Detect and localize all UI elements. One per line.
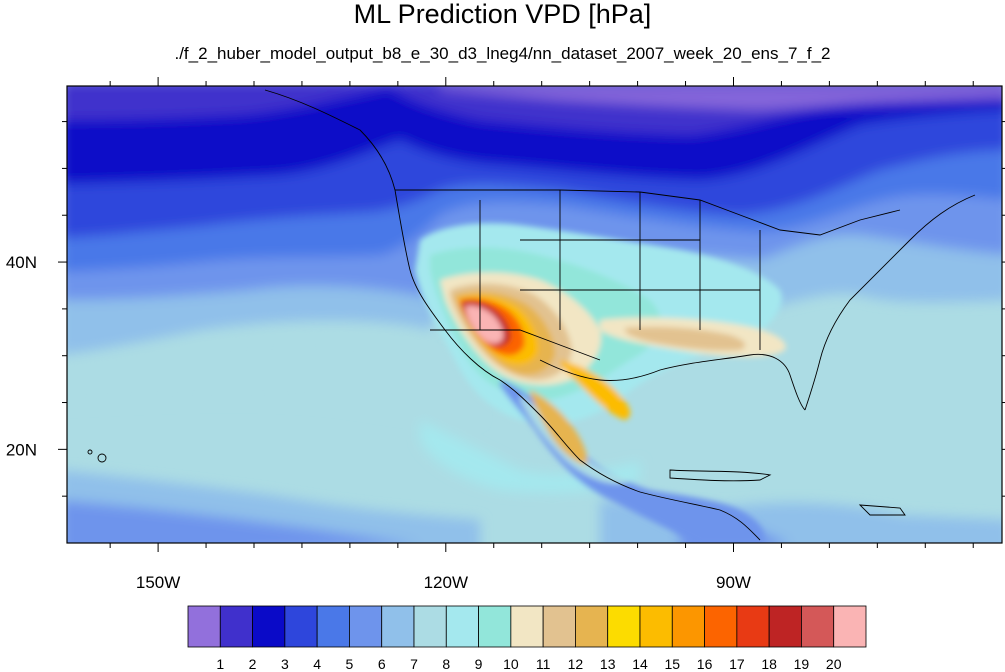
colorbar-label: 14 — [632, 656, 648, 672]
colorbar-swatch — [704, 605, 738, 648]
y-tick-label: 20N — [6, 440, 37, 459]
colorbar-swatch — [671, 605, 705, 648]
colorbar-label: 18 — [761, 656, 777, 672]
colorbar-swatch — [445, 605, 479, 648]
colorbar-swatch — [639, 605, 673, 648]
colorbar-label: 2 — [249, 656, 257, 672]
colorbar-label: 4 — [313, 656, 321, 672]
x-tick-label: 90W — [716, 573, 751, 592]
colorbar-swatch — [349, 605, 383, 648]
colorbar-swatch — [510, 605, 544, 648]
map-axes: 150W 120W 90W 40N 20N — [6, 77, 1005, 592]
colorbar-label: 10 — [503, 656, 519, 672]
colorbar-label: 9 — [475, 656, 483, 672]
colorbar-swatch — [219, 605, 253, 648]
colorbar-swatch — [768, 605, 802, 648]
colorbar: 1 2 3 4 5 6 7 8 9 10 11 12 13 14 15 16 17 18 19 20 — [187, 605, 867, 672]
colorbar-label: 1 — [216, 656, 224, 672]
colorbar-label: 11 — [536, 656, 551, 672]
coastlines — [87, 89, 976, 541]
colorbar-swatch — [316, 605, 350, 648]
vpd-field — [67, 86, 1002, 543]
colorbar-swatch — [575, 605, 609, 648]
map-frame — [66, 85, 1003, 544]
colorbar-swatch — [413, 605, 447, 648]
colorbar-label: 17 — [729, 656, 745, 672]
x-tick-label: 150W — [136, 573, 180, 592]
colorbar-swatch — [736, 605, 770, 648]
colorbar-swatch — [252, 605, 286, 648]
colorbar-label: 16 — [697, 656, 713, 672]
colorbar-swatch — [607, 605, 641, 648]
colorbar-swatch — [542, 605, 576, 648]
x-tick-label: 120W — [424, 573, 468, 592]
colorbar-label: 13 — [600, 656, 616, 672]
colorbar-swatch — [833, 605, 867, 648]
colorbar-label: 19 — [794, 656, 810, 672]
map-title: ML Prediction VPD [hPa] — [353, 0, 652, 29]
colorbar-label: 6 — [378, 656, 386, 672]
colorbar-label: 15 — [664, 656, 680, 672]
colorbar-swatch — [801, 605, 835, 648]
colorbar-swatch — [284, 605, 318, 648]
colorbar-label: 12 — [568, 656, 584, 672]
y-tick-label: 40N — [6, 253, 37, 272]
colorbar-swatch — [381, 605, 415, 648]
colorbar-swatch — [478, 605, 512, 648]
colorbar-label: 3 — [281, 656, 289, 672]
colorbar-swatch — [187, 605, 221, 648]
colorbar-label: 5 — [346, 656, 354, 672]
map-subtitle: ./f_2_huber_model_output_b8_e_30_d3_lneg… — [174, 44, 831, 63]
colorbar-label: 7 — [410, 656, 418, 672]
colorbar-label: 8 — [442, 656, 450, 672]
colorbar-label: 20 — [826, 656, 842, 672]
